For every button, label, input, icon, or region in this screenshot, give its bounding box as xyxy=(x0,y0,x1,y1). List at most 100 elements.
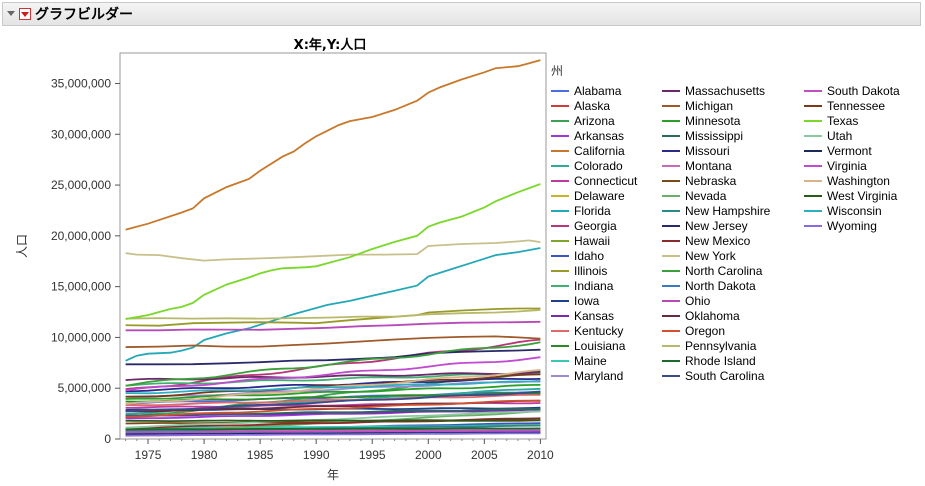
series-line-west-virginia xyxy=(125,419,541,423)
y-tick-label: 35,000,000 xyxy=(51,76,111,90)
legend-item[interactable]: Arizona xyxy=(551,113,615,128)
legend-item[interactable]: South Dakota xyxy=(804,83,900,98)
legend-label: Nebraska xyxy=(685,173,737,188)
x-tick-label: 1980 xyxy=(191,448,218,462)
graph-builder-header: グラフビルダー xyxy=(2,2,921,26)
collapse-triangle-icon[interactable] xyxy=(7,10,15,18)
legend-item[interactable]: Florida xyxy=(551,203,611,218)
legend-item[interactable]: Rhode Island xyxy=(662,353,756,368)
legend-item[interactable]: New York xyxy=(662,248,736,263)
legend-item[interactable]: Georgia xyxy=(551,218,617,233)
legend-label: South Carolina xyxy=(685,368,765,383)
legend: Alabama Alaska Arizona Arkansas California Co… xyxy=(551,83,921,383)
legend-item[interactable]: Oregon xyxy=(662,323,725,338)
series-line-illinois xyxy=(125,307,541,327)
series-line-south-dakota xyxy=(125,429,541,433)
legend-item[interactable]: Utah xyxy=(804,128,852,143)
legend-item[interactable]: New Mexico xyxy=(662,233,750,248)
legend-item[interactable]: Kentucky xyxy=(551,323,623,338)
legend-item[interactable]: West Virginia xyxy=(804,188,897,203)
legend-item[interactable]: Louisiana xyxy=(551,338,625,353)
legend-item[interactable]: California xyxy=(551,143,625,158)
legend-item[interactable]: Washington xyxy=(804,173,890,188)
legend-item[interactable]: Massachusetts xyxy=(662,83,765,98)
legend-swatch xyxy=(551,209,569,212)
legend-label: West Virginia xyxy=(827,188,898,203)
legend-item[interactable]: Kansas xyxy=(551,308,614,323)
legend-label: Michigan xyxy=(685,98,734,113)
legend-swatch xyxy=(551,314,569,317)
legend-item[interactable]: Minnesota xyxy=(662,113,740,128)
legend-label: Rhode Island xyxy=(685,353,756,368)
legend-swatch xyxy=(662,359,680,362)
legend-label: Georgia xyxy=(574,218,617,233)
legend-item[interactable]: Montana xyxy=(662,158,732,173)
y-tick-label: 25,000,000 xyxy=(51,178,111,192)
legend-swatch xyxy=(662,314,680,317)
legend-swatch xyxy=(662,89,680,92)
red-triangle-menu-icon[interactable] xyxy=(19,8,31,20)
series-line-new-jersey xyxy=(125,348,541,366)
legend-swatch xyxy=(662,239,680,242)
legend-item[interactable]: Missouri xyxy=(662,143,730,158)
legend-item[interactable]: Arkansas xyxy=(551,128,624,143)
legend-item[interactable]: Pennsylvania xyxy=(662,338,756,353)
legend-label: Vermont xyxy=(827,143,872,158)
legend-label: New York xyxy=(685,248,736,263)
legend-item[interactable]: Ohio xyxy=(662,293,710,308)
legend-swatch xyxy=(662,164,680,167)
series-line-pennsylvania xyxy=(125,309,541,320)
legend-item[interactable]: Delaware xyxy=(551,188,625,203)
legend-item[interactable]: Illinois xyxy=(551,263,607,278)
legend-item[interactable]: Hawaii xyxy=(551,233,610,248)
legend-label: North Dakota xyxy=(685,278,756,293)
legend-swatch xyxy=(551,359,569,362)
legend-item[interactable]: Nebraska xyxy=(662,173,736,188)
series-line-wisconsin xyxy=(125,380,541,395)
legend-item[interactable]: Wisconsin xyxy=(804,203,882,218)
legend-item[interactable]: Maine xyxy=(551,353,607,368)
x-axis-label: 年 xyxy=(327,468,339,482)
legend-item[interactable]: Alabama xyxy=(551,83,621,98)
legend-label: Connecticut xyxy=(574,173,638,188)
legend-item[interactable]: Connecticut xyxy=(551,173,637,188)
legend-item[interactable]: Texas xyxy=(804,113,858,128)
legend-item[interactable]: Iowa xyxy=(551,293,599,308)
legend-swatch xyxy=(551,254,569,257)
legend-label: Kentucky xyxy=(574,323,624,338)
legend-item[interactable]: Virginia xyxy=(804,158,867,173)
legend-label: Florida xyxy=(574,203,611,218)
legend-label: North Carolina xyxy=(685,263,763,278)
series-line-virginia xyxy=(125,356,541,392)
legend-label: Colorado xyxy=(574,158,623,173)
legend-title: 州 xyxy=(551,64,564,78)
x-tick-label: 2005 xyxy=(471,448,498,462)
legend-item[interactable]: Alaska xyxy=(551,98,610,113)
legend-item[interactable]: Tennessee xyxy=(804,98,885,113)
legend-label: Ohio xyxy=(685,293,711,308)
legend-label: Pennsylvania xyxy=(685,338,757,353)
legend-swatch xyxy=(551,179,569,182)
legend-item[interactable]: Maryland xyxy=(551,368,623,383)
legend-swatch xyxy=(804,194,822,197)
series-line-ohio xyxy=(125,320,541,332)
legend-item[interactable]: Colorado xyxy=(551,158,623,173)
legend-item[interactable]: South Carolina xyxy=(662,368,764,383)
legend-swatch xyxy=(804,179,822,182)
legend-item[interactable]: North Dakota xyxy=(662,278,756,293)
legend-item[interactable]: Oklahoma xyxy=(662,308,740,323)
legend-item[interactable]: Indiana xyxy=(551,278,613,293)
legend-item[interactable]: North Carolina xyxy=(662,263,762,278)
legend-item[interactable]: Mississippi xyxy=(662,128,743,143)
legend-item[interactable]: Nevada xyxy=(662,188,726,203)
series-line-north-carolina xyxy=(125,341,541,387)
legend-item[interactable]: Michigan xyxy=(662,98,733,113)
legend-swatch xyxy=(551,164,569,167)
legend-item[interactable]: New Jersey xyxy=(662,218,748,233)
legend-swatch xyxy=(804,224,822,227)
legend-item[interactable]: New Hampshire xyxy=(662,203,770,218)
legend-item[interactable]: Wyoming xyxy=(804,218,877,233)
legend-item[interactable]: Idaho xyxy=(551,248,604,263)
legend-item[interactable]: Vermont xyxy=(804,143,872,158)
